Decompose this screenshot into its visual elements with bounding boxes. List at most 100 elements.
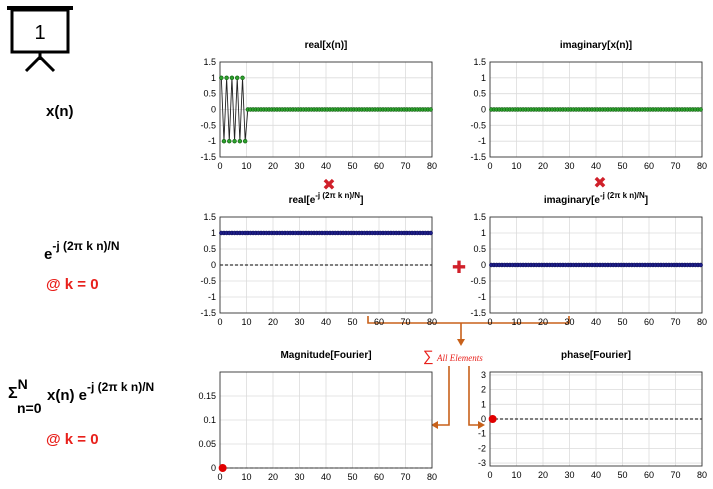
y-tick-label: -1 xyxy=(208,292,216,302)
x-tick-label: 20 xyxy=(268,317,278,327)
x-tick-label: 70 xyxy=(670,470,680,480)
y-tick-label: 1.5 xyxy=(203,212,216,222)
data-point xyxy=(218,464,227,472)
y-tick-label: 2 xyxy=(481,385,486,395)
sum-power: -j (2π k n)/N xyxy=(87,380,154,394)
chart-title: Magnitude[Fourier] xyxy=(280,350,371,361)
y-tick-label: 0.5 xyxy=(473,89,486,99)
x-tick-label: 80 xyxy=(427,317,437,327)
data-point xyxy=(219,75,224,81)
chart-real-xn: real[x(n)] 0 10 20 30 40 50 60 70 80 1.5 1 0.5 0 -0.5 -… xyxy=(200,40,437,171)
x-tick-label: 10 xyxy=(241,161,251,171)
x-tick-label: 0 xyxy=(217,161,222,171)
sum-label: ΣN xyxy=(8,376,28,402)
x-tick-label: 10 xyxy=(511,317,521,327)
data-point xyxy=(227,138,232,144)
y-tick-label: 1.5 xyxy=(473,57,486,67)
x-tick-label: 80 xyxy=(427,161,437,171)
data-point xyxy=(488,415,497,423)
x-tick-label: 70 xyxy=(400,161,410,171)
sum-all-elements-label: All Elements xyxy=(436,353,483,363)
x-tick-label: 40 xyxy=(591,470,601,480)
x-tick-label: 40 xyxy=(591,161,601,171)
x-tick-label: 50 xyxy=(617,470,627,480)
y-tick-label: -1 xyxy=(478,429,486,439)
x-tick-label: 80 xyxy=(697,317,707,327)
multiply-icon: ✖ xyxy=(322,177,335,194)
data-point xyxy=(232,138,237,144)
data-point xyxy=(235,75,240,81)
y-tick-label: 0.15 xyxy=(198,391,216,401)
y-tick-label: 0.1 xyxy=(203,415,216,425)
x-tick-label: 10 xyxy=(511,161,521,171)
x-tick-label: 40 xyxy=(321,161,331,171)
x-tick-label: 70 xyxy=(400,317,410,327)
y-tick-label: -0.5 xyxy=(200,120,216,130)
x-tick-label: 50 xyxy=(347,472,357,482)
data-point xyxy=(242,138,248,144)
data-point xyxy=(240,75,245,81)
chart-title: real[x(n)] xyxy=(305,40,348,51)
y-tick-label: 0 xyxy=(481,105,486,115)
data-point xyxy=(428,107,433,112)
sum-body: x(n) e-j (2π k n)/N xyxy=(47,380,154,404)
x-tick-label: 30 xyxy=(294,472,304,482)
xn-label: x(n) xyxy=(46,103,74,120)
y-tick-label: 1 xyxy=(211,228,216,238)
y-tick-label: -1.5 xyxy=(200,152,216,162)
y-tick-label: -1 xyxy=(478,136,486,146)
y-tick-label: -1 xyxy=(208,136,216,146)
data-point xyxy=(698,262,703,268)
y-tick-label: -0.5 xyxy=(470,276,486,286)
chart-title: real[e-j (2π k n)/N] xyxy=(289,191,364,206)
x-tick-label: 30 xyxy=(564,161,574,171)
y-tick-label: -1.5 xyxy=(200,308,216,318)
x-tick-label: 60 xyxy=(374,317,384,327)
x-tick-label: 40 xyxy=(591,317,601,327)
slide-number: 1 xyxy=(34,22,45,44)
x-tick-label: 50 xyxy=(617,161,627,171)
y-tick-label: 0.5 xyxy=(203,89,216,99)
y-tick-label: 1 xyxy=(481,73,486,83)
chart-title: phase[Fourier] xyxy=(561,350,631,361)
x-tick-label: 40 xyxy=(321,317,331,327)
chart-imag-exp: imaginary[e-j (2π k n)/N]0 10 20 30 40 50 60 70… xyxy=(470,191,707,327)
y-tick-label: 0.05 xyxy=(198,439,216,449)
y-tick-label: -3 xyxy=(478,458,486,468)
exp-label: e-j (2π k n)/N xyxy=(44,239,120,263)
x-tick-label: 70 xyxy=(670,317,680,327)
x-tick-label: 60 xyxy=(374,472,384,482)
x-tick-label: 60 xyxy=(374,161,384,171)
x-tick-label: 50 xyxy=(347,161,357,171)
y-tick-label: 0.5 xyxy=(203,244,216,254)
x-tick-label: 20 xyxy=(538,161,548,171)
x-tick-label: 0 xyxy=(487,161,492,171)
sum-connector xyxy=(367,316,570,429)
y-tick-label: 1.5 xyxy=(473,212,486,222)
chart-title: imaginary[x(n)] xyxy=(560,40,632,51)
x-tick-label: 0 xyxy=(217,317,222,327)
multiply-icon-2: ✖ xyxy=(593,175,606,192)
y-tick-label: -0.5 xyxy=(470,120,486,130)
x-tick-label: 20 xyxy=(268,161,278,171)
x-tick-label: 0 xyxy=(487,317,492,327)
x-tick-label: 50 xyxy=(617,317,627,327)
chart-imag-xn: imaginary[x(n)] 0 10 20 30 40 50 60 70 80 1.5 1 0.5 0… xyxy=(470,40,707,171)
sum-lower: n=0 xyxy=(17,400,42,416)
x-tick-label: 30 xyxy=(294,161,304,171)
x-tick-label: 20 xyxy=(538,317,548,327)
y-tick-label: 0.5 xyxy=(473,244,486,254)
y-tick-label: -1.5 xyxy=(470,152,486,162)
plot-frame xyxy=(219,216,433,314)
y-tick-label: 0 xyxy=(211,105,216,115)
slide-presentation-icon xyxy=(7,6,73,73)
x-tick-label: 60 xyxy=(644,161,654,171)
x-tick-label: 10 xyxy=(241,317,251,327)
data-point xyxy=(428,230,433,236)
x-tick-label: 40 xyxy=(321,472,331,482)
add-icon: ✚ xyxy=(452,258,466,277)
y-tick-label: -2 xyxy=(478,443,486,453)
x-tick-label: 10 xyxy=(511,470,521,480)
y-tick-label: 3 xyxy=(481,370,486,380)
